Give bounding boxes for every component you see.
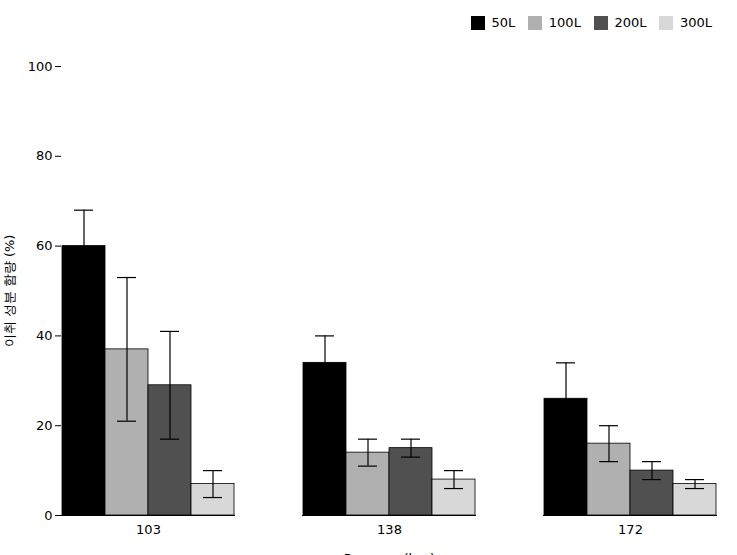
svg-text:138: 138 xyxy=(377,521,402,536)
html-text:300L: 300L xyxy=(679,15,712,30)
svg-text:103: 103 xyxy=(136,521,161,536)
svg-text:20: 20 xyxy=(36,417,53,432)
svg-text:80: 80 xyxy=(36,148,53,163)
html-text:100L: 100L xyxy=(548,15,581,30)
svg-text:0: 0 xyxy=(44,507,52,522)
svg-text:40: 40 xyxy=(36,328,53,343)
svg-text:Pressure (bar): Pressure (bar) xyxy=(344,550,435,555)
svg-text:이취 성분 함량 (%): 이취 성분 함량 (%) xyxy=(2,234,17,347)
svg-text:172: 172 xyxy=(618,521,643,536)
svg-text:60: 60 xyxy=(36,238,53,253)
html-text:50L: 50L xyxy=(491,15,516,30)
html-text:200L: 200L xyxy=(614,15,647,30)
svg-text:100: 100 xyxy=(28,58,53,73)
